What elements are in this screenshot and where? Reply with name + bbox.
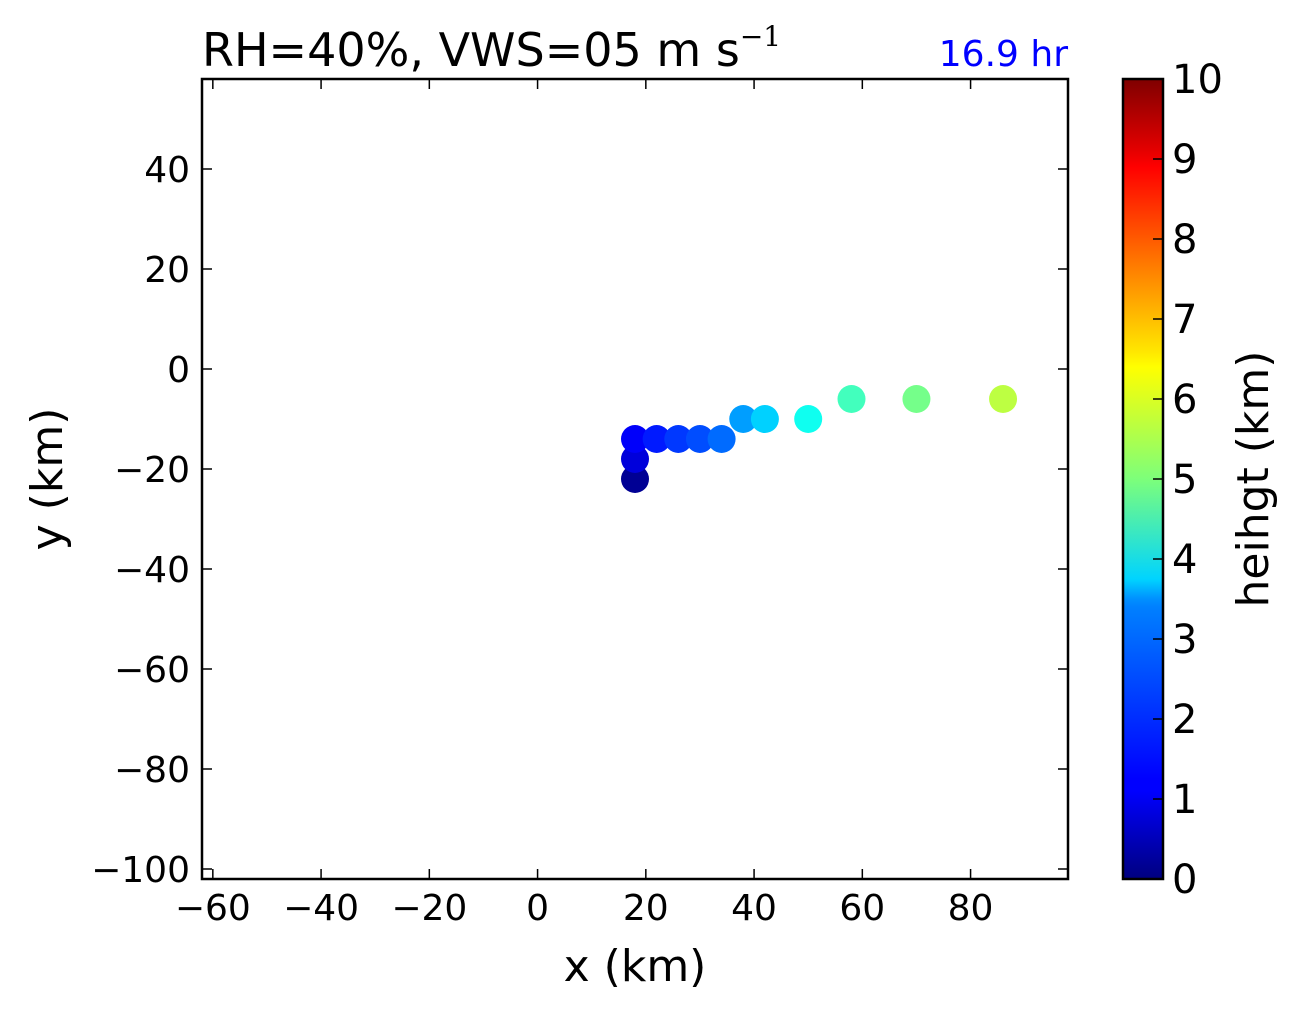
colorbar-tick-label: 6 [1172,377,1197,423]
y-tick-label: −20 [114,450,190,491]
colorbar-label: heihgt (km) [1228,351,1279,608]
scatter-point [837,385,866,413]
x-axis-ticks: −60 −40 −20 0 20 40 60 80 [175,79,994,929]
x-tick-label: 80 [948,888,994,929]
scatter-point [794,405,823,433]
chart-title: RH=40%, VWS=05 m s−1 [202,20,781,77]
time-annotation: 16.9 hr [939,34,1068,75]
chart-title-superscript: −1 [740,20,781,53]
scatter-point [750,405,779,433]
scatter-point [664,425,693,453]
colorbar-tick-label: 4 [1172,537,1197,583]
x-tick-label: 20 [623,888,669,929]
scatter-point [989,385,1018,413]
x-tick-label: −40 [283,888,359,929]
x-tick-label: −60 [175,888,251,929]
x-tick-label: 40 [731,888,777,929]
scatter-point [621,445,649,473]
y-tick-label: −80 [114,750,190,791]
x-tick-label: 60 [839,888,885,929]
y-tick-label: −100 [91,850,190,891]
y-tick-label: −40 [114,550,190,591]
scatter-point [621,425,649,453]
y-tick-label: −60 [114,650,190,691]
scatter-point [621,465,649,493]
points-layer [621,385,1018,493]
y-tick-label: 0 [167,350,190,391]
colorbar-tick-label: 7 [1172,297,1197,343]
colorbar-tick-label: 0 [1172,857,1197,903]
x-axis-label: x (km) [564,941,707,992]
colorbar-tick-label: 1 [1172,777,1197,823]
colorbar-tick-label: 8 [1172,217,1197,263]
scatter-point [642,425,671,453]
scatter-point [902,385,931,413]
colorbar-tick-label: 5 [1172,457,1197,503]
colorbar-tick-label: 2 [1172,697,1197,743]
y-tick-label: 40 [144,150,190,191]
y-axis-label: y (km) [22,408,73,551]
y-tick-label: 20 [144,250,190,291]
chart-title-main: RH=40%, VWS=05 m s [202,23,740,77]
scatter-point [685,425,714,453]
scatter-point [729,405,758,433]
y-axis-ticks: 40 20 0 −20 −40 −60 −80 −100 [91,150,1068,891]
scatter-point [707,425,736,453]
x-tick-label: −20 [391,888,467,929]
colorbar-tick-label: 3 [1172,617,1197,663]
colorbar-tick-label: 9 [1172,137,1197,183]
x-tick-label: 0 [526,888,549,929]
colorbar-ticks: 0 1 2 3 4 5 6 7 8 9 10 [1153,57,1223,903]
colorbar-tick-label: 10 [1172,57,1223,103]
